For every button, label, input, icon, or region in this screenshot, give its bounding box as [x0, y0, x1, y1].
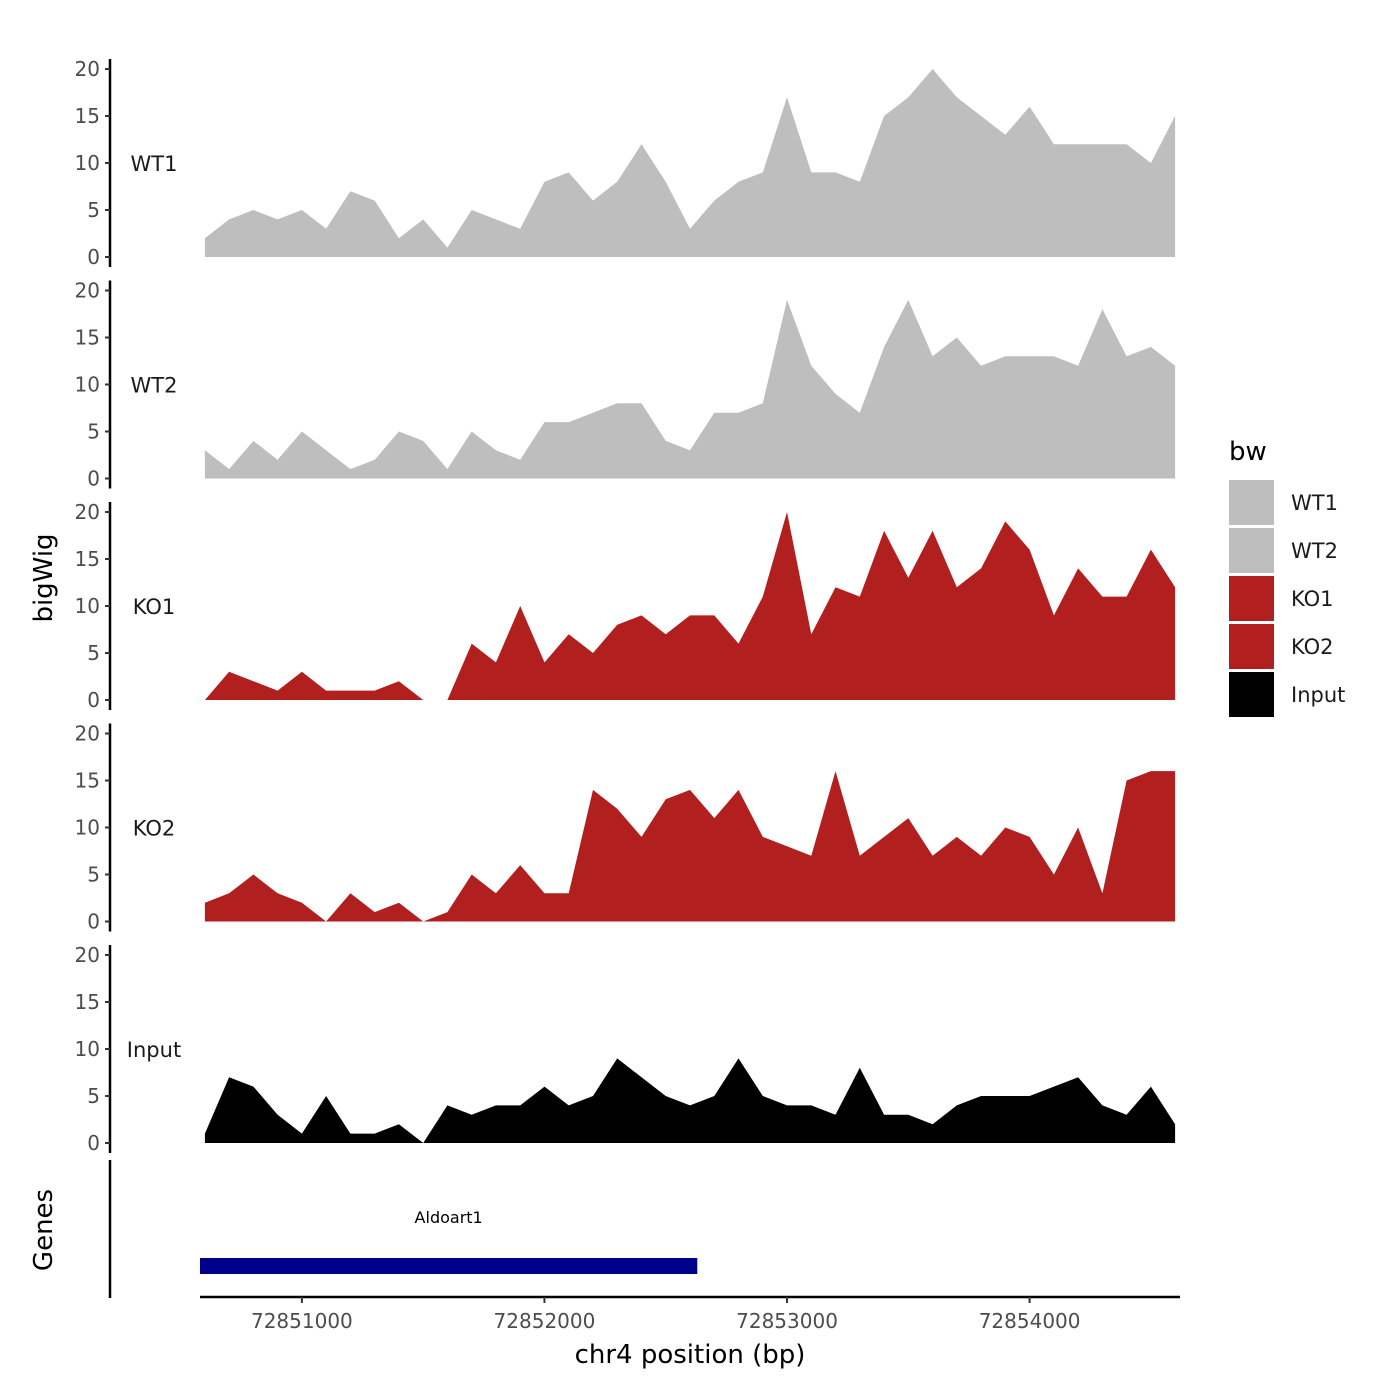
- legend-key: [1229, 528, 1274, 573]
- y-tick-label: 15: [75, 326, 100, 350]
- x-axis: 72851000 72852000 72853000 72854000: [200, 1295, 1180, 1333]
- y-tick-label: 10: [75, 594, 100, 618]
- y-tick-label: 20: [75, 722, 100, 746]
- y-tick-label: 5: [87, 198, 100, 222]
- area-input: [204, 1058, 1176, 1143]
- legend-item: WT1: [1229, 480, 1338, 525]
- area-wt2: [204, 299, 1176, 479]
- y-tick-label: 10: [75, 373, 100, 397]
- track-ko2: 0 5 10 15 20 KO2: [75, 722, 1176, 934]
- legend-key: [1229, 576, 1274, 621]
- x-tick-label: 72852000: [494, 1309, 596, 1333]
- track-label: WT1: [131, 152, 178, 176]
- track-panels: 0 5 10 15 20 WT1 0 5 10 15 20 WT2 0 5 10 15 20 KO1 0 5 10 15 2…: [75, 57, 1176, 1155]
- legend-title: bw: [1229, 437, 1267, 467]
- y-tick-label: 15: [75, 990, 100, 1014]
- y-tick-label: 20: [75, 500, 100, 524]
- track-label: KO1: [133, 595, 176, 619]
- y-tick-label: 5: [87, 863, 100, 887]
- track-input: 0 5 10 15 20 Input: [75, 943, 1176, 1155]
- gene-label: Aldoart1: [415, 1208, 483, 1227]
- legend-key: [1229, 624, 1274, 669]
- legend-key: [1229, 480, 1274, 525]
- legend-item: Input: [1229, 672, 1345, 717]
- track-wt1: 0 5 10 15 20 WT1: [75, 57, 1176, 269]
- legend: bw WT1 WT2 KO1 KO2 Input: [1229, 437, 1345, 717]
- x-tick-label: 72851000: [251, 1309, 353, 1333]
- y-tick-label: 0: [87, 245, 100, 269]
- y-tick-label: 0: [87, 1131, 100, 1155]
- legend-label: KO2: [1291, 635, 1334, 659]
- area-ko2: [204, 771, 1176, 922]
- legend-label: WT1: [1291, 491, 1338, 515]
- y-tick-label: 20: [75, 57, 100, 81]
- x-axis-title: chr4 position (bp): [575, 1340, 806, 1370]
- y-tick-label: 10: [75, 1037, 100, 1061]
- y-tick-label: 0: [87, 467, 100, 491]
- y-tick-label: 20: [75, 943, 100, 967]
- y-tick-label: 20: [75, 279, 100, 303]
- y-tick-label: 5: [87, 641, 100, 665]
- legend-key: [1229, 672, 1274, 717]
- legend-label: WT2: [1291, 539, 1338, 563]
- y-tick-label: 15: [75, 104, 100, 128]
- y-axis-title: bigWig: [29, 533, 59, 622]
- y-tick-label: 0: [87, 910, 100, 934]
- genes-axis-title: Genes: [29, 1189, 59, 1271]
- legend-label: Input: [1291, 683, 1345, 707]
- y-tick-label: 15: [75, 547, 100, 571]
- legend-item: WT2: [1229, 528, 1338, 573]
- x-tick-label: 72854000: [979, 1309, 1081, 1333]
- y-tick-label: 15: [75, 769, 100, 793]
- track-label: WT2: [131, 374, 178, 398]
- legend-items: WT1 WT2 KO1 KO2 Input: [1229, 480, 1345, 717]
- y-tick-label: 10: [75, 816, 100, 840]
- area-ko1: [204, 512, 1176, 700]
- x-tick-label: 72853000: [736, 1309, 838, 1333]
- track-label: Input: [127, 1038, 181, 1062]
- gene-bar: [200, 1258, 698, 1274]
- y-tick-label: 0: [87, 688, 100, 712]
- legend-item: KO1: [1229, 576, 1334, 621]
- track-ko1: 0 5 10 15 20 KO1: [75, 500, 1176, 712]
- legend-item: KO2: [1229, 624, 1334, 669]
- y-tick-label: 5: [87, 1084, 100, 1108]
- y-tick-label: 5: [87, 420, 100, 444]
- legend-label: KO1: [1291, 587, 1334, 611]
- track-label: KO2: [133, 817, 176, 841]
- track-wt2: 0 5 10 15 20 WT2: [75, 279, 1176, 491]
- genes-panel: Aldoart1: [108, 1160, 698, 1298]
- area-wt1: [204, 69, 1176, 257]
- y-tick-label: 10: [75, 151, 100, 175]
